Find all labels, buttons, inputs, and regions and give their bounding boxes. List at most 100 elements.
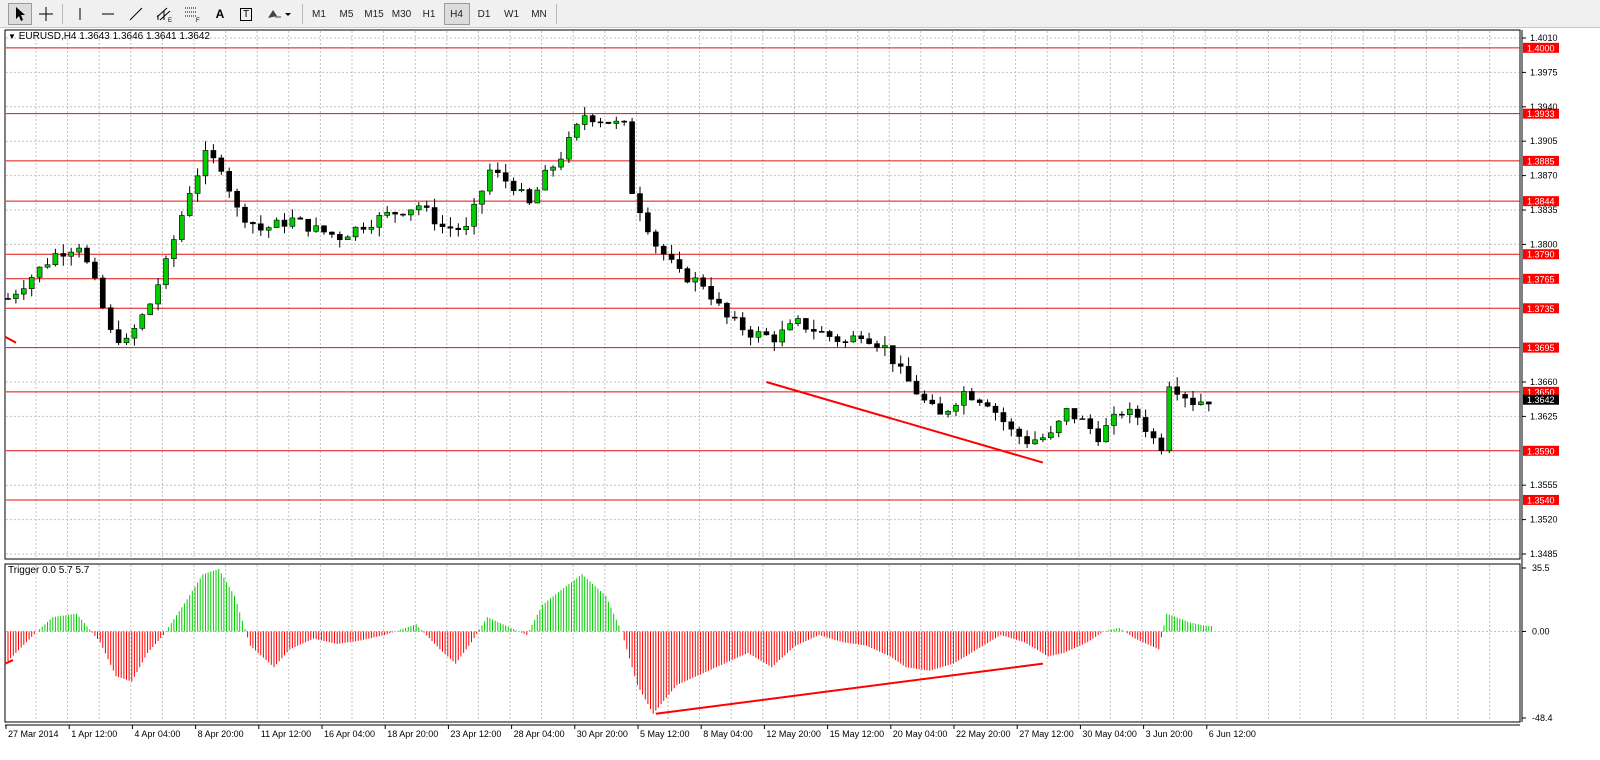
time-tick-label: 30 Apr 20:00 <box>577 729 628 739</box>
toolbar-separator <box>62 4 63 24</box>
candle-bear <box>929 399 936 405</box>
candle-bear <box>874 343 880 348</box>
candle-bull <box>613 120 620 124</box>
vertical-line-icon[interactable] <box>68 3 92 25</box>
timeframe-m15-button[interactable]: M15 <box>364 8 384 20</box>
candle-bear <box>684 268 691 283</box>
price-chart-canvas[interactable]: 1.4000 1.3933 1.3885 1.3844 1.3790 1.3765 1.37… <box>0 28 1600 760</box>
candle-bear <box>1134 408 1141 418</box>
price-tick-label: 1.3905 <box>1530 136 1558 146</box>
time-tick-label: 12 May 20:00 <box>766 729 821 739</box>
time-tick-label: 28 Apr 04:00 <box>514 729 565 739</box>
candle-bull <box>344 236 351 241</box>
candle-bear <box>645 212 651 233</box>
candle-bull <box>1166 386 1173 452</box>
timeframe-m1-button[interactable]: M1 <box>312 8 326 20</box>
indicator-name: Trigger 0.0 5.7 5.7 <box>8 565 90 576</box>
candle-bull <box>755 331 762 338</box>
candle-bull <box>534 189 541 204</box>
trendline-icon[interactable] <box>124 3 148 25</box>
time-tick-label: 27 Mar 2014 <box>8 729 59 739</box>
current-price-tag <box>1523 394 1559 405</box>
level-price-tag <box>1523 386 1559 397</box>
timeframe-h1-button[interactable]: H1 <box>422 8 436 20</box>
candle-bull <box>566 137 572 160</box>
time-tick-label: 3 Jun 20:00 <box>1146 729 1193 739</box>
candle-bear <box>810 329 817 332</box>
timeframe-m30-button[interactable]: M30 <box>391 8 412 20</box>
candle-bull <box>131 328 138 339</box>
indicator-divergence-trendline[interactable] <box>655 662 1044 715</box>
level-price-tag-label: 1.3933 <box>1527 109 1555 119</box>
candle-bull <box>313 225 319 232</box>
candle-bear <box>210 150 217 159</box>
candle-bear <box>921 393 928 401</box>
trendline-stub <box>4 659 14 665</box>
cursor-icon[interactable] <box>8 3 32 25</box>
candle-bear <box>1008 421 1015 430</box>
chart-window[interactable]: 1.4000 1.3933 1.3885 1.3844 1.3790 1.3765 1.37… <box>0 28 1600 760</box>
shapes-dropdown-icon[interactable] <box>262 3 296 25</box>
candle-bear <box>400 213 406 216</box>
candle-bear <box>731 316 738 319</box>
equidistant-channel-icon[interactable]: E <box>152 3 176 25</box>
price-tick-label: 1.3835 <box>1530 205 1558 215</box>
candle-bear <box>708 286 714 300</box>
candle-bear <box>818 331 825 333</box>
timeframe-m5-button[interactable]: M5 <box>339 8 354 20</box>
text-label-icon[interactable]: T <box>234 3 258 25</box>
candle-bear <box>1174 386 1180 395</box>
candle-bear <box>92 261 98 279</box>
candle-bear <box>652 231 659 247</box>
level-price-tag <box>1523 42 1559 53</box>
time-tick-label: 6 Jun 12:00 <box>1209 729 1256 739</box>
candle-bear <box>1071 408 1078 420</box>
price-tick-label: 1.3800 <box>1530 239 1558 249</box>
candle-bear <box>992 405 999 413</box>
price-tick-label: 1.3660 <box>1530 377 1558 387</box>
candle-bear <box>1016 428 1023 437</box>
time-tick-label: 8 Apr 20:00 <box>198 729 244 739</box>
price-tick-label: 1.3485 <box>1530 549 1558 559</box>
candle-bear <box>1206 401 1212 405</box>
text-icon-label: A <box>215 7 225 21</box>
candle-bull <box>1048 432 1054 439</box>
time-tick-label: 16 Apr 04:00 <box>324 729 375 739</box>
candle-bear <box>597 121 604 124</box>
main-panel-border <box>4 29 1521 560</box>
candle-bear <box>984 402 991 407</box>
candle-bull <box>76 247 82 253</box>
timeframe-d1-button[interactable]: D1 <box>477 8 491 20</box>
candle-bull <box>479 190 485 205</box>
candle-bull <box>186 193 193 216</box>
candle-bull <box>368 226 375 230</box>
text-icon[interactable]: A <box>208 3 232 25</box>
candle-bear <box>826 331 833 337</box>
horizontal-line-icon[interactable] <box>96 3 120 25</box>
price-divergence-trendline[interactable] <box>766 381 1044 464</box>
crosshair-icon[interactable] <box>34 3 58 25</box>
timeframe-h4-button[interactable]: H4 <box>443 3 470 25</box>
toolbar-separator <box>555 4 557 24</box>
price-tick-label: 1.3870 <box>1530 171 1558 181</box>
candle-bear <box>1142 417 1149 432</box>
candle-bull <box>558 158 564 168</box>
level-price-tag-label: 1.3885 <box>1527 156 1555 166</box>
candle-bear <box>360 226 367 230</box>
timeframe-w1-button[interactable]: W1 <box>504 8 519 20</box>
candle-bear <box>1158 437 1165 452</box>
time-tick-label: 27 May 12:00 <box>1019 729 1074 739</box>
candle-bull <box>518 189 525 192</box>
candle-bear <box>937 403 944 415</box>
candle-bull <box>882 345 888 348</box>
timeframe-mn-button[interactable]: MN <box>531 8 547 20</box>
candle-bull <box>961 391 967 406</box>
time-tick-label: 22 May 20:00 <box>956 729 1011 739</box>
fibonacci-retracement-icon[interactable]: F <box>180 3 204 25</box>
candle-bull <box>581 115 588 125</box>
price-tick-label: 1.3555 <box>1530 480 1558 490</box>
time-tick-label: 30 May 04:00 <box>1082 729 1137 739</box>
candle-bull <box>463 225 470 230</box>
candle-bull <box>415 205 422 211</box>
level-price-tag-label: 1.3695 <box>1527 343 1555 353</box>
